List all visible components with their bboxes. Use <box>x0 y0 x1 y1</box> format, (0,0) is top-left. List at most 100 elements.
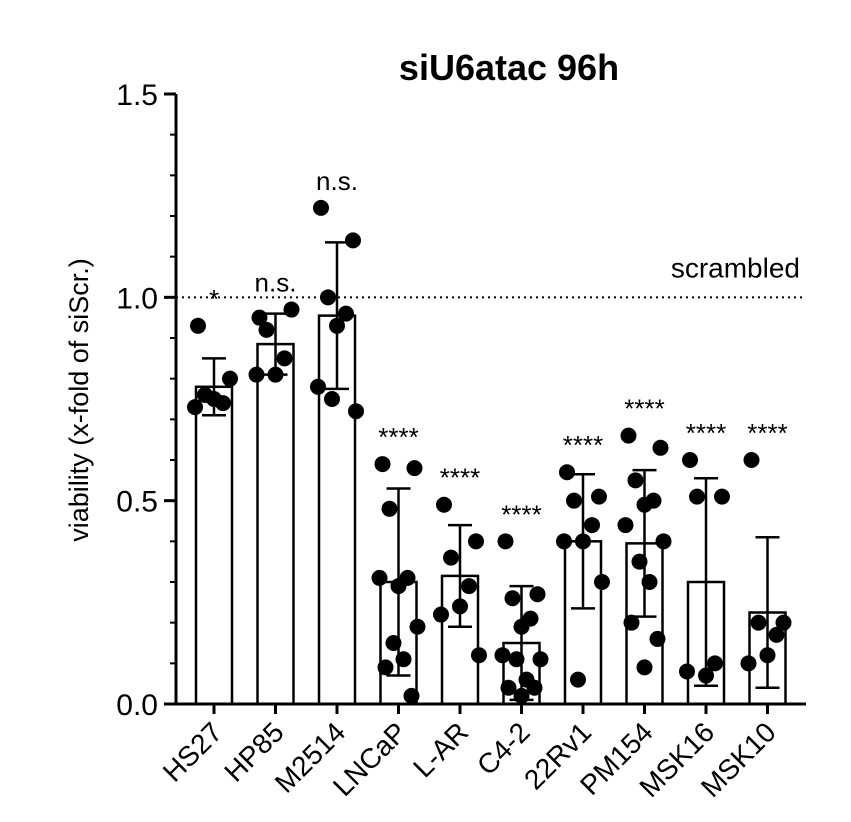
data-point <box>714 488 730 505</box>
data-point <box>436 496 452 513</box>
data-point <box>594 574 610 590</box>
data-point <box>556 533 572 550</box>
data-point <box>508 651 525 668</box>
data-point <box>682 452 698 468</box>
data-point <box>497 533 514 550</box>
data-point <box>433 606 449 623</box>
data-point <box>381 500 398 517</box>
significance-label: n.s. <box>255 268 297 298</box>
x-category-label: L-AR <box>407 716 474 783</box>
data-point <box>329 317 345 334</box>
data-point <box>500 679 517 696</box>
data-point <box>276 350 293 367</box>
data-point <box>743 452 760 468</box>
bar-hs27 <box>194 385 234 706</box>
data-point <box>617 517 634 534</box>
data-point <box>395 651 412 668</box>
data-point <box>636 496 653 513</box>
data-point <box>529 586 546 603</box>
data-point <box>374 456 391 473</box>
data-point <box>377 659 394 676</box>
data-point <box>775 614 792 631</box>
data-point <box>313 199 329 216</box>
data-point <box>452 598 468 615</box>
y-tick-label: 1.0 <box>116 282 158 315</box>
data-point <box>310 378 326 395</box>
data-point <box>575 533 591 550</box>
data-point <box>283 301 300 318</box>
data-point <box>513 687 530 704</box>
data-points-group <box>187 199 792 704</box>
data-point <box>559 464 575 481</box>
data-point <box>513 618 530 635</box>
data-point <box>258 321 275 338</box>
data-point <box>348 403 364 420</box>
data-point <box>759 647 776 664</box>
reference-line-label: scrambled <box>671 252 800 283</box>
significance-label: **** <box>563 430 603 460</box>
significance-label: **** <box>440 463 480 493</box>
y-tick-label: 0.5 <box>116 486 158 519</box>
data-point <box>707 655 723 672</box>
data-point <box>698 667 714 684</box>
data-point <box>324 391 340 407</box>
x-category-labels-group: HS27HP85M2514LNCaPL-ARC4-222Rv1PM154MSK1… <box>157 716 782 803</box>
significance-label: * <box>209 284 219 314</box>
data-point <box>206 391 222 407</box>
significance-label: **** <box>686 418 726 448</box>
y-ticks-group: 0.0 0.5 1.0 1.5 <box>116 79 769 722</box>
data-point <box>267 366 284 383</box>
significance-label: **** <box>747 418 787 448</box>
data-point <box>461 578 477 595</box>
significance-labels-group: * n.s. n.s. **** **** **** **** **** **** **** <box>209 166 788 529</box>
data-point <box>532 651 549 668</box>
data-point <box>655 533 672 550</box>
data-point <box>338 305 354 322</box>
data-point <box>649 630 666 647</box>
data-point <box>740 655 757 672</box>
data-point <box>345 232 361 249</box>
data-point <box>627 472 644 489</box>
data-point <box>750 614 767 631</box>
significance-label: **** <box>378 422 418 452</box>
data-point <box>526 679 543 696</box>
x-category-label: HS27 <box>157 716 228 787</box>
data-point <box>471 647 487 664</box>
data-point <box>409 618 426 635</box>
data-point <box>591 488 607 505</box>
reference-line-group: scrambled <box>176 252 806 299</box>
data-point <box>468 533 484 550</box>
data-point <box>768 626 785 643</box>
data-point <box>251 309 268 326</box>
data-point <box>406 460 423 477</box>
significance-label: **** <box>501 499 541 529</box>
data-point <box>187 399 203 416</box>
data-point <box>371 569 388 586</box>
data-point <box>620 427 637 444</box>
y-axis-label: viability (x-fold of siScr.) <box>64 258 94 542</box>
significance-label: **** <box>624 394 664 424</box>
data-point <box>636 659 653 676</box>
bar-hp85 <box>256 342 295 706</box>
chart-title: siU6atac 96h <box>399 47 619 88</box>
data-point <box>641 574 658 590</box>
data-point <box>679 663 695 680</box>
data-point <box>320 289 336 306</box>
data-point <box>623 614 640 631</box>
data-point <box>403 687 420 704</box>
data-point <box>566 492 582 509</box>
data-point <box>385 635 402 651</box>
data-point <box>652 439 669 456</box>
data-point <box>494 647 511 664</box>
data-point <box>222 370 238 387</box>
data-point <box>570 671 586 688</box>
data-point <box>584 517 600 534</box>
data-point <box>631 553 648 570</box>
data-point <box>248 366 265 383</box>
y-tick-label: 0.0 <box>116 689 158 722</box>
data-point <box>689 488 705 505</box>
y-tick-label: 1.5 <box>116 79 158 112</box>
data-point <box>390 578 407 595</box>
data-point <box>190 317 206 334</box>
